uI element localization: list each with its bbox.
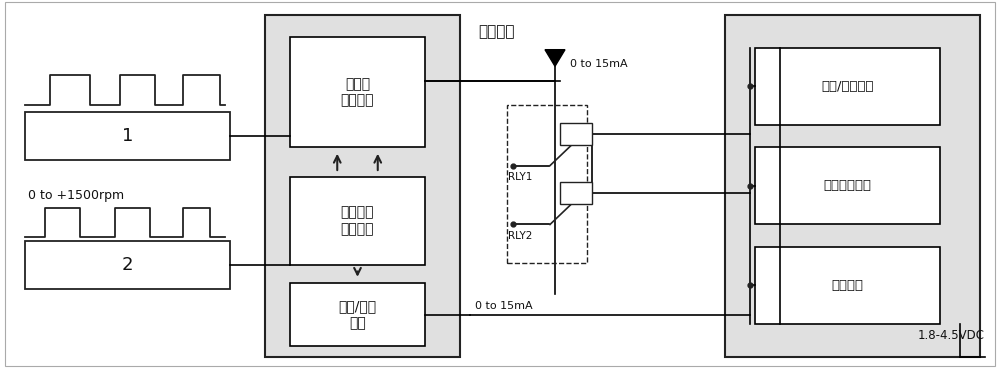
Bar [25, 241, 230, 289]
Text: 1.8-4.5VDC: 1.8-4.5VDC [918, 329, 985, 342]
Bar [560, 123, 592, 145]
Bar [265, 15, 460, 357]
Text: 电压调制放大: 电压调制放大 [824, 179, 872, 192]
Bar [725, 15, 980, 357]
Bar [290, 283, 425, 346]
Text: 频率/电流
转换: 频率/电流 转换 [338, 300, 377, 330]
Bar [25, 112, 230, 160]
Bar [507, 105, 587, 263]
Bar [755, 48, 940, 125]
Text: RLY2: RLY2 [508, 230, 532, 241]
Text: 1: 1 [122, 127, 133, 145]
Text: 2: 2 [122, 256, 133, 274]
Text: 0 to 15mA: 0 to 15mA [570, 59, 628, 70]
Bar [290, 37, 425, 147]
Text: 电流/电压转换: 电流/电压转换 [821, 80, 874, 93]
Text: 信号输入
处理模块: 信号输入 处理模块 [341, 206, 374, 236]
Text: 正转信号: 正转信号 [478, 24, 514, 39]
Bar [560, 182, 592, 204]
Text: 隔离输出: 隔离输出 [832, 279, 864, 292]
Text: 正反转
判断处理: 正反转 判断处理 [341, 77, 374, 107]
Text: RLY1: RLY1 [508, 171, 532, 182]
Bar [755, 247, 940, 324]
Text: 0 to +1500rpm: 0 to +1500rpm [28, 188, 124, 202]
Text: 0 to 15mA: 0 to 15mA [475, 301, 533, 311]
Bar [290, 177, 425, 265]
Polygon shape [545, 50, 565, 66]
Bar [755, 147, 940, 224]
